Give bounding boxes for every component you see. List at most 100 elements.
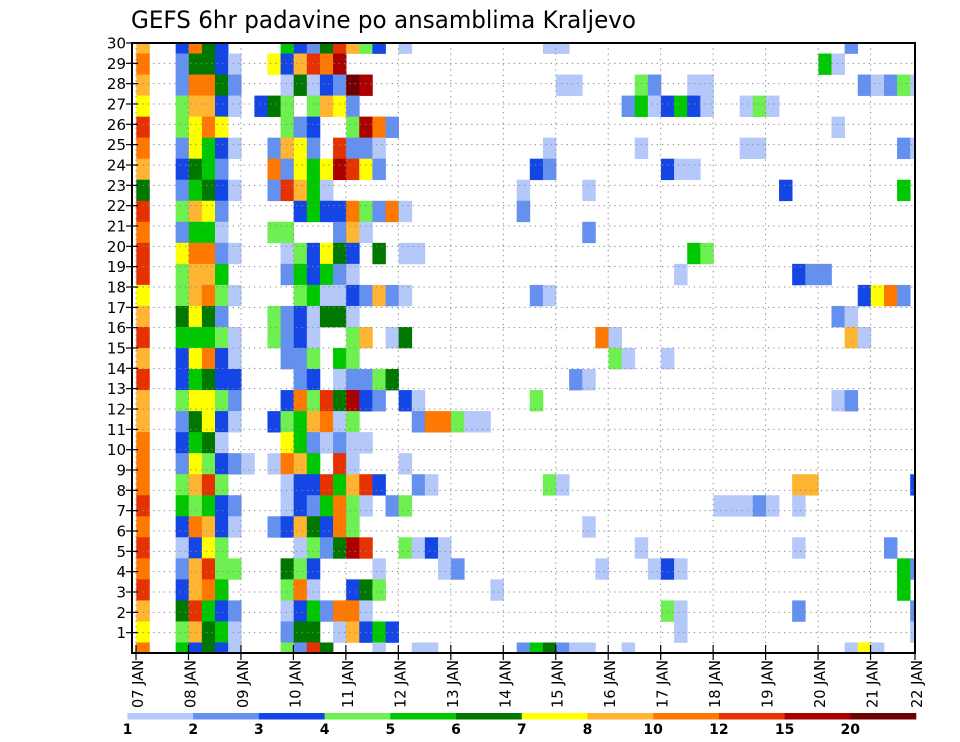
heatmap-cell bbox=[556, 44, 570, 54]
dotted-grid bbox=[132, 43, 915, 653]
heatmap-cell bbox=[306, 179, 321, 202]
heatmap-cell bbox=[542, 474, 557, 496]
heatmap-cell bbox=[582, 369, 596, 391]
heatmap-cell bbox=[333, 348, 347, 370]
heatmap-cell bbox=[175, 44, 190, 54]
heatmap-cell bbox=[136, 537, 150, 559]
heatmap-cell bbox=[398, 44, 413, 54]
heatmap-cell bbox=[346, 221, 360, 244]
heatmap-cell bbox=[280, 53, 295, 75]
heatmap-cell bbox=[569, 369, 583, 391]
colorbar-segment bbox=[653, 713, 720, 720]
heatmap-cell bbox=[857, 284, 872, 307]
heatmap-cell bbox=[333, 95, 347, 117]
heatmap-cell bbox=[306, 158, 321, 181]
heatmap-cell bbox=[333, 263, 347, 286]
heatmap-cell bbox=[529, 158, 544, 181]
heatmap-cells bbox=[136, 44, 914, 652]
heatmap-cell bbox=[857, 74, 872, 96]
heatmap-cell bbox=[215, 263, 229, 286]
y-tick-label: 14 bbox=[107, 360, 126, 378]
heatmap-cell bbox=[306, 600, 321, 622]
heatmap-cell bbox=[831, 305, 845, 328]
heatmap-cell bbox=[188, 95, 203, 117]
heatmap-cell bbox=[175, 369, 190, 391]
heatmap-cell bbox=[136, 326, 150, 349]
heatmap-cell bbox=[542, 642, 557, 652]
heatmap-cell bbox=[306, 326, 321, 349]
heatmap-cell bbox=[201, 621, 216, 643]
heatmap-cell bbox=[595, 558, 609, 580]
heatmap-cell bbox=[411, 642, 426, 652]
heatmap-cell bbox=[897, 579, 911, 601]
heatmap-cell bbox=[293, 305, 308, 328]
y-tick-label: 7 bbox=[116, 502, 126, 520]
heatmap-cell bbox=[175, 495, 190, 517]
heatmap-cell bbox=[267, 158, 281, 181]
heatmap-cell bbox=[752, 137, 767, 160]
heatmap-cell bbox=[319, 432, 334, 454]
heatmap-cell bbox=[215, 516, 229, 538]
heatmap-cell bbox=[818, 53, 832, 75]
heatmap-cell bbox=[306, 474, 321, 496]
heatmap-cell bbox=[582, 642, 596, 652]
heatmap-cell bbox=[411, 537, 426, 559]
heatmap-cell bbox=[897, 137, 911, 160]
heatmap-cell bbox=[333, 621, 347, 643]
heatmap-cell bbox=[215, 53, 229, 75]
heatmap-cell bbox=[188, 305, 203, 328]
heatmap-cell bbox=[569, 642, 583, 652]
heatmap-cell bbox=[385, 369, 399, 391]
heatmap-cell bbox=[293, 558, 308, 580]
heatmap-cell bbox=[516, 642, 531, 652]
heatmap-cell bbox=[647, 74, 662, 96]
heatmap-cell bbox=[385, 495, 399, 517]
heatmap-cell bbox=[254, 95, 268, 117]
heatmap-cell bbox=[857, 642, 872, 652]
heatmap-cell bbox=[870, 642, 885, 652]
heatmap-cell bbox=[346, 200, 360, 223]
heatmap-cell bbox=[346, 116, 360, 138]
colorbar-segment bbox=[850, 713, 917, 720]
heatmap-cell bbox=[136, 411, 150, 433]
chart-title: GEFS 6hr padavine po ansamblima Kraljevo bbox=[131, 6, 636, 34]
heatmap-cell bbox=[883, 284, 898, 307]
heatmap-cell bbox=[556, 642, 570, 652]
heatmap-cell bbox=[398, 200, 413, 223]
heatmap-cell bbox=[293, 369, 308, 391]
heatmap-cell bbox=[136, 200, 150, 223]
colorbar-label: 2 bbox=[188, 722, 198, 738]
y-tick-label: 22 bbox=[107, 197, 126, 215]
heatmap-cell bbox=[306, 284, 321, 307]
heatmap-cell bbox=[870, 74, 885, 96]
heatmap-cell bbox=[293, 242, 308, 265]
heatmap-cell bbox=[674, 600, 688, 622]
heatmap-cell bbox=[437, 411, 452, 433]
heatmap-cell bbox=[175, 579, 190, 601]
heatmap-cell bbox=[280, 411, 295, 433]
heatmap-cell bbox=[188, 621, 203, 643]
heatmap-cell bbox=[634, 74, 649, 96]
heatmap-cell bbox=[451, 558, 465, 580]
heatmap-cell bbox=[346, 411, 360, 433]
x-tick-label: 10 JAN bbox=[286, 660, 304, 708]
heatmap-cell bbox=[346, 453, 360, 475]
heatmap-cell bbox=[228, 74, 242, 96]
heatmap-cell bbox=[333, 369, 347, 391]
y-tick-label: 25 bbox=[107, 136, 126, 154]
heatmap-cell bbox=[687, 74, 701, 96]
heatmap-cell bbox=[188, 390, 203, 412]
heatmap-cell bbox=[333, 74, 347, 96]
heatmap-cell bbox=[175, 158, 190, 181]
heatmap-cell bbox=[897, 179, 911, 202]
heatmap-cell bbox=[188, 579, 203, 601]
heatmap-cell bbox=[359, 495, 373, 517]
heatmap-cell bbox=[424, 411, 439, 433]
heatmap-cell bbox=[660, 348, 675, 370]
heatmap-cell bbox=[306, 579, 321, 601]
heatmap-cell bbox=[201, 326, 216, 349]
heatmap-cell bbox=[621, 642, 636, 652]
colorbar-label: 1 bbox=[123, 722, 133, 738]
heatmap-cell bbox=[346, 579, 360, 601]
heatmap-cell bbox=[215, 474, 229, 496]
